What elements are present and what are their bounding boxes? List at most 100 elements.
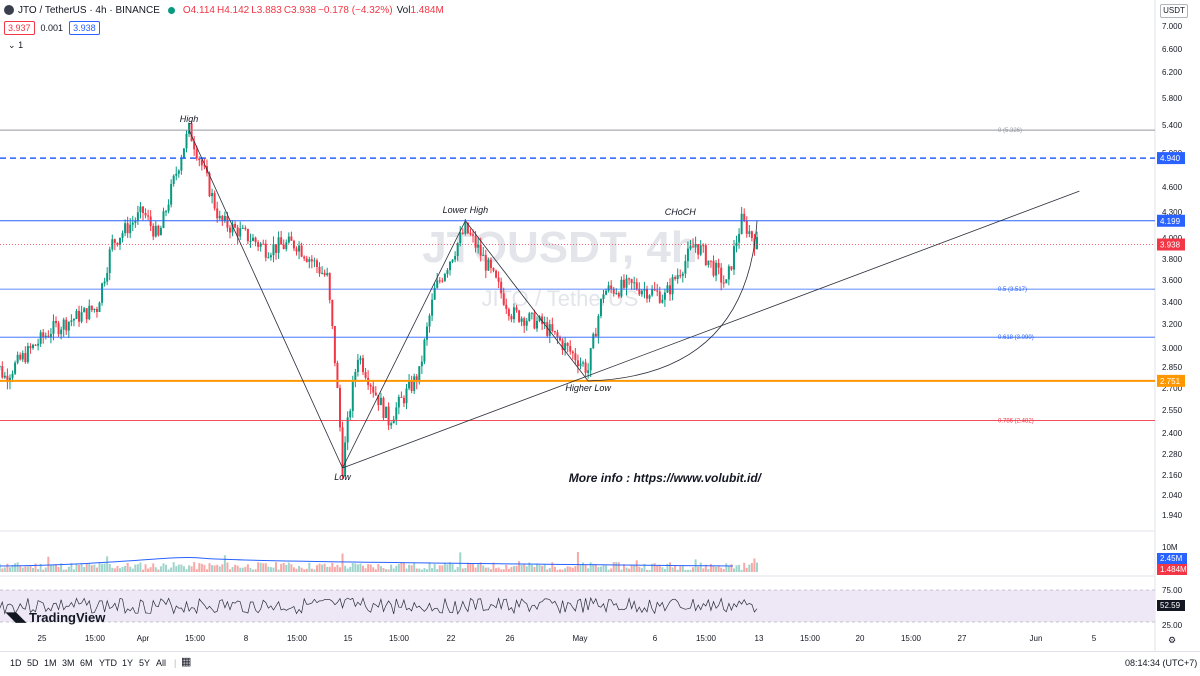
candle-body <box>118 237 121 246</box>
volume-bar <box>456 566 459 572</box>
volume-bar <box>686 569 689 572</box>
volume-bar <box>633 564 636 572</box>
candle-body <box>326 273 329 276</box>
volume-bar <box>31 567 34 572</box>
candle-body <box>52 320 55 334</box>
candle-body <box>57 323 60 335</box>
volume-bar <box>431 568 434 572</box>
candle-body <box>211 193 214 197</box>
candle-body <box>507 309 510 317</box>
volume-bar <box>116 565 119 572</box>
candle-body <box>124 223 127 234</box>
volume-bar <box>223 555 226 572</box>
rsi-value-box <box>1157 600 1185 611</box>
timeframe-1m[interactable]: 1M <box>44 658 57 668</box>
volume-bar <box>720 567 723 572</box>
volume-bar <box>57 567 60 572</box>
y-axis-tick-label: 2.850 <box>1162 363 1183 372</box>
candle-body <box>313 260 316 262</box>
candle-body <box>47 335 50 337</box>
candle-body <box>461 232 464 234</box>
candle-body <box>152 225 155 237</box>
indicator-toggle[interactable]: ⌄ 1 <box>8 40 23 51</box>
volume-bar <box>313 569 316 572</box>
calendar-icon[interactable]: ▦ <box>181 656 192 668</box>
candle-body <box>321 272 324 274</box>
y-axis-tick-label: 1.940 <box>1162 511 1183 520</box>
candle-body <box>131 222 134 225</box>
volume-bar <box>346 568 349 572</box>
volume-bar <box>582 562 585 572</box>
candle-body <box>285 242 288 249</box>
volume-bar <box>449 562 451 572</box>
timeframe-6m[interactable]: 6M <box>80 658 93 668</box>
candle-body <box>101 283 104 303</box>
volume-bar <box>29 565 32 572</box>
candle-body <box>67 321 70 331</box>
candle-body <box>14 362 17 374</box>
candle-body <box>750 231 753 238</box>
timeframe-ytd[interactable]: YTD <box>99 658 117 668</box>
candle-body <box>72 318 75 321</box>
candle-body <box>574 353 577 361</box>
candle-body <box>93 308 96 311</box>
volume-bar <box>525 566 528 572</box>
volume-bar <box>548 568 551 572</box>
timeframe-5d[interactable]: 5D <box>27 658 39 668</box>
symbol-title[interactable]: JTO / TetherUS · 4h · BINANCE <box>18 4 160 16</box>
candle-body <box>582 362 585 364</box>
candle-body <box>142 206 144 214</box>
volume-bar <box>21 567 24 572</box>
volume-bar <box>443 562 446 572</box>
volume-bar <box>482 565 485 572</box>
chevron-down-icon: ⌄ <box>8 40 16 50</box>
volume-bar <box>676 569 679 572</box>
candle-body <box>85 308 88 320</box>
timeframe-all[interactable]: All <box>156 658 167 668</box>
volume-bar <box>528 562 531 572</box>
volume-bar <box>474 567 477 572</box>
volume-bar <box>188 565 191 572</box>
candle-body <box>592 333 595 349</box>
volume-bar <box>640 568 643 572</box>
candle-body <box>354 372 357 382</box>
candle-body <box>518 310 521 322</box>
timeframe-1y[interactable]: 1Y <box>122 658 134 668</box>
candle-body <box>172 175 175 184</box>
volume-bar <box>331 562 334 572</box>
volume-bar <box>295 568 298 572</box>
candle-body <box>566 343 569 346</box>
candle-body <box>65 319 68 331</box>
last-price-tag-label: 3.938 <box>1160 241 1181 250</box>
volume-bar <box>395 565 398 572</box>
currency-button[interactable]: USDT <box>1160 4 1188 18</box>
timeframe-5y[interactable]: 5Y <box>139 658 151 668</box>
volume-bar <box>226 562 229 572</box>
timeframe-1d[interactable]: 1D <box>10 658 22 668</box>
candle-body <box>203 165 206 167</box>
volume-bar <box>541 565 544 572</box>
volume-bar <box>211 565 214 572</box>
volume-bar <box>321 564 324 572</box>
volume-bar <box>356 564 359 572</box>
candle-body <box>479 244 482 256</box>
volume-bar <box>464 568 467 572</box>
volume-bar <box>37 569 40 572</box>
volume-bar <box>372 567 375 572</box>
candle-body <box>408 380 411 389</box>
volume-bar <box>136 564 139 572</box>
volume-bar <box>625 567 628 572</box>
timeframe-3m[interactable]: 3M <box>62 658 75 668</box>
volume-bar <box>574 566 577 572</box>
volume-bar <box>152 563 155 572</box>
candle-body <box>727 266 730 280</box>
candle-body <box>228 227 231 233</box>
sell-button[interactable]: 3.937 <box>4 21 35 35</box>
candle-body <box>223 216 226 221</box>
volume-bar <box>469 563 472 572</box>
buy-button[interactable]: 3.938 <box>69 21 100 35</box>
candle-body <box>402 397 405 404</box>
candle-body <box>385 406 388 418</box>
candle-body <box>589 348 592 371</box>
